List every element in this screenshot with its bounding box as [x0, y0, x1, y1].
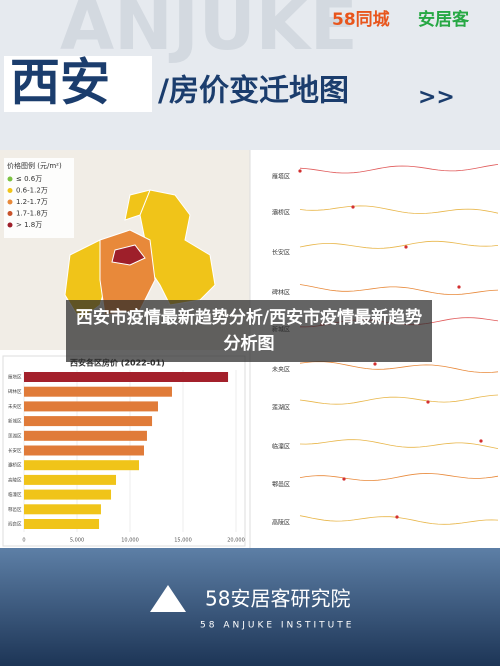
x-tick-label: 20,000	[227, 538, 245, 544]
trend-label: 高陵区	[272, 519, 290, 527]
map-region	[111, 244, 146, 266]
watermark: ANJUKE	[60, 0, 358, 66]
title-main: 西安	[10, 54, 110, 112]
trend-line	[299, 394, 499, 405]
footer-bg	[0, 548, 500, 666]
trend-dot	[342, 477, 346, 481]
bar	[24, 386, 172, 397]
legend-label: 0.6-1.2万	[16, 187, 48, 195]
title-box	[4, 56, 152, 112]
trend-label: 未央区	[272, 366, 290, 374]
y-tick-label: 莲湖区	[8, 432, 22, 439]
bar	[24, 430, 147, 441]
trend-dot	[395, 515, 399, 519]
footer-logo	[150, 585, 186, 612]
trend-line	[299, 361, 499, 374]
trend-line	[299, 205, 499, 215]
legend-label: 1.2-1.7万	[16, 198, 48, 206]
trend-dot	[457, 285, 461, 289]
legend-label: > 1.8万	[16, 221, 42, 229]
trend-line	[299, 515, 499, 525]
trend-label: 长安区	[272, 249, 290, 257]
trend-line	[299, 473, 499, 481]
title-sub: /房价变迁地图	[158, 74, 349, 109]
chart-title: 西安各区房价 (2022-01)	[70, 358, 165, 368]
y-tick-label: 临潼区	[8, 491, 22, 498]
bar	[24, 504, 101, 515]
y-tick-label: 灞桥区	[8, 462, 22, 469]
trend-label: 临潼区	[272, 443, 290, 451]
trend-label: 莲湖区	[272, 404, 290, 412]
legend-swatch	[7, 211, 13, 216]
trend-line	[299, 284, 499, 295]
bar	[24, 416, 153, 427]
trend-label: 雁塔区	[272, 173, 290, 181]
trend-dot	[479, 439, 483, 443]
footer-name: 58安居客研究院	[205, 587, 350, 611]
y-tick-label: 高陵区	[8, 476, 22, 483]
trend-label: 碑林区	[272, 289, 290, 297]
bar	[24, 474, 117, 485]
legend-bg	[4, 158, 74, 238]
bar	[24, 445, 144, 456]
brand-anjuke: 安居客	[418, 9, 470, 30]
y-tick-label: 新城区	[8, 418, 22, 425]
title-arrows: >>	[418, 85, 455, 110]
legend-swatch	[7, 176, 13, 182]
bar	[24, 489, 112, 500]
y-tick-label: 未央区	[8, 403, 22, 410]
x-tick-label: 0	[22, 538, 25, 544]
map-region	[99, 229, 156, 316]
bar	[24, 519, 100, 529]
legend-swatch	[7, 222, 13, 228]
y-tick-label: 鄠邑区	[8, 506, 22, 513]
trend-dot	[351, 205, 355, 209]
bar	[24, 460, 140, 471]
y-tick-label: 雁塔区	[8, 374, 22, 381]
overlay-caption: 西安市疫情最新趋势分析/西安市疫情最新趋势分析图	[66, 300, 432, 362]
trend-line	[299, 439, 499, 449]
trend-dot	[373, 362, 377, 366]
y-tick-label: 碑林区	[8, 388, 22, 395]
y-tick-label: 阎良区	[8, 521, 22, 528]
bar	[24, 401, 158, 412]
map-region	[124, 189, 151, 221]
trend-label: 灞桥区	[272, 209, 290, 217]
legend-label: ≤ 0.6万	[16, 175, 42, 183]
x-tick-label: 10,000	[121, 538, 139, 544]
footer-sub: 58 ANJUKE INSTITUTE	[200, 621, 354, 631]
trend-dot	[426, 400, 430, 404]
x-tick-label: 15,000	[174, 538, 192, 544]
legend-swatch	[7, 199, 13, 205]
y-tick-label: 长安区	[8, 447, 22, 454]
bar	[24, 372, 229, 382]
trend-dot	[298, 169, 302, 173]
legend-title: 价格图例 (元/m²)	[7, 161, 62, 170]
trend-line	[299, 164, 499, 174]
legend-label: 1.7-1.8万	[16, 210, 48, 218]
brand-58: 58同城	[332, 10, 390, 30]
legend-swatch	[7, 188, 13, 193]
trend-line	[299, 240, 499, 249]
trend-label: 鄠邑区	[272, 481, 290, 489]
x-tick-label: 5,000	[70, 538, 84, 544]
trend-dot	[404, 245, 408, 249]
